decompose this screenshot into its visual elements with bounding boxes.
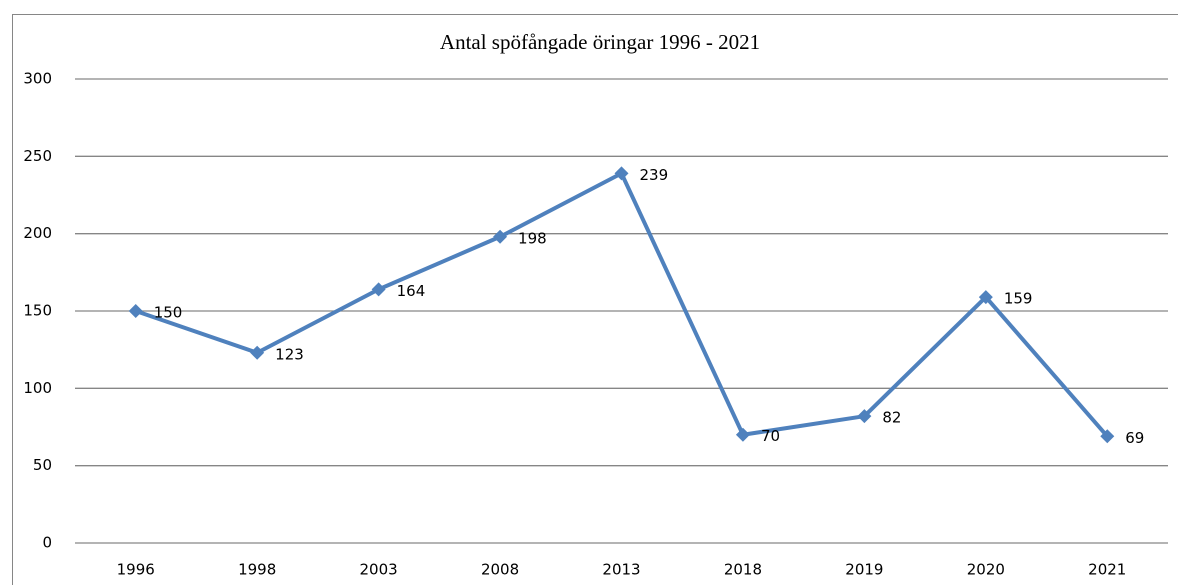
- x-tick-label: 2020: [967, 561, 1005, 579]
- y-tick-label: 150: [23, 302, 52, 320]
- chart-title: Antal spöfångade öringar 1996 - 2021: [440, 30, 760, 54]
- data-label: 150: [154, 304, 183, 322]
- marker: [493, 229, 508, 244]
- x-tick-label: 2008: [481, 561, 519, 579]
- data-label: 239: [640, 166, 669, 184]
- x-tick-label: 2018: [724, 561, 762, 579]
- y-tick-label: 300: [23, 70, 52, 88]
- y-tick-label: 50: [33, 456, 52, 474]
- x-tick-label: 1996: [117, 561, 155, 579]
- marker: [857, 409, 872, 424]
- data-label: 70: [761, 427, 780, 445]
- marker: [371, 282, 386, 297]
- marker: [735, 427, 750, 442]
- marker: [250, 345, 265, 360]
- marker: [978, 290, 993, 305]
- x-tick-label: 2019: [845, 561, 883, 579]
- x-tick-label: 2013: [602, 561, 640, 579]
- x-tick-label: 2003: [360, 561, 398, 579]
- data-label: 69: [1125, 429, 1144, 447]
- data-label: 82: [882, 409, 901, 427]
- data-label: 198: [518, 229, 547, 247]
- marker: [1100, 429, 1115, 444]
- marker: [128, 304, 143, 318]
- y-tick-label: 200: [23, 224, 52, 242]
- data-label: 159: [1004, 290, 1033, 308]
- y-tick-label: 0: [42, 534, 52, 552]
- data-label: 164: [397, 282, 426, 300]
- marker: [614, 166, 629, 181]
- chart-border: [12, 14, 1178, 585]
- data-label: 123: [275, 345, 304, 363]
- y-tick-label: 100: [23, 379, 52, 397]
- line: [135, 171, 1109, 438]
- y-tick-label: 250: [23, 147, 52, 165]
- x-tick-label: 2021: [1088, 561, 1126, 579]
- x-tick-label: 1998: [238, 561, 276, 579]
